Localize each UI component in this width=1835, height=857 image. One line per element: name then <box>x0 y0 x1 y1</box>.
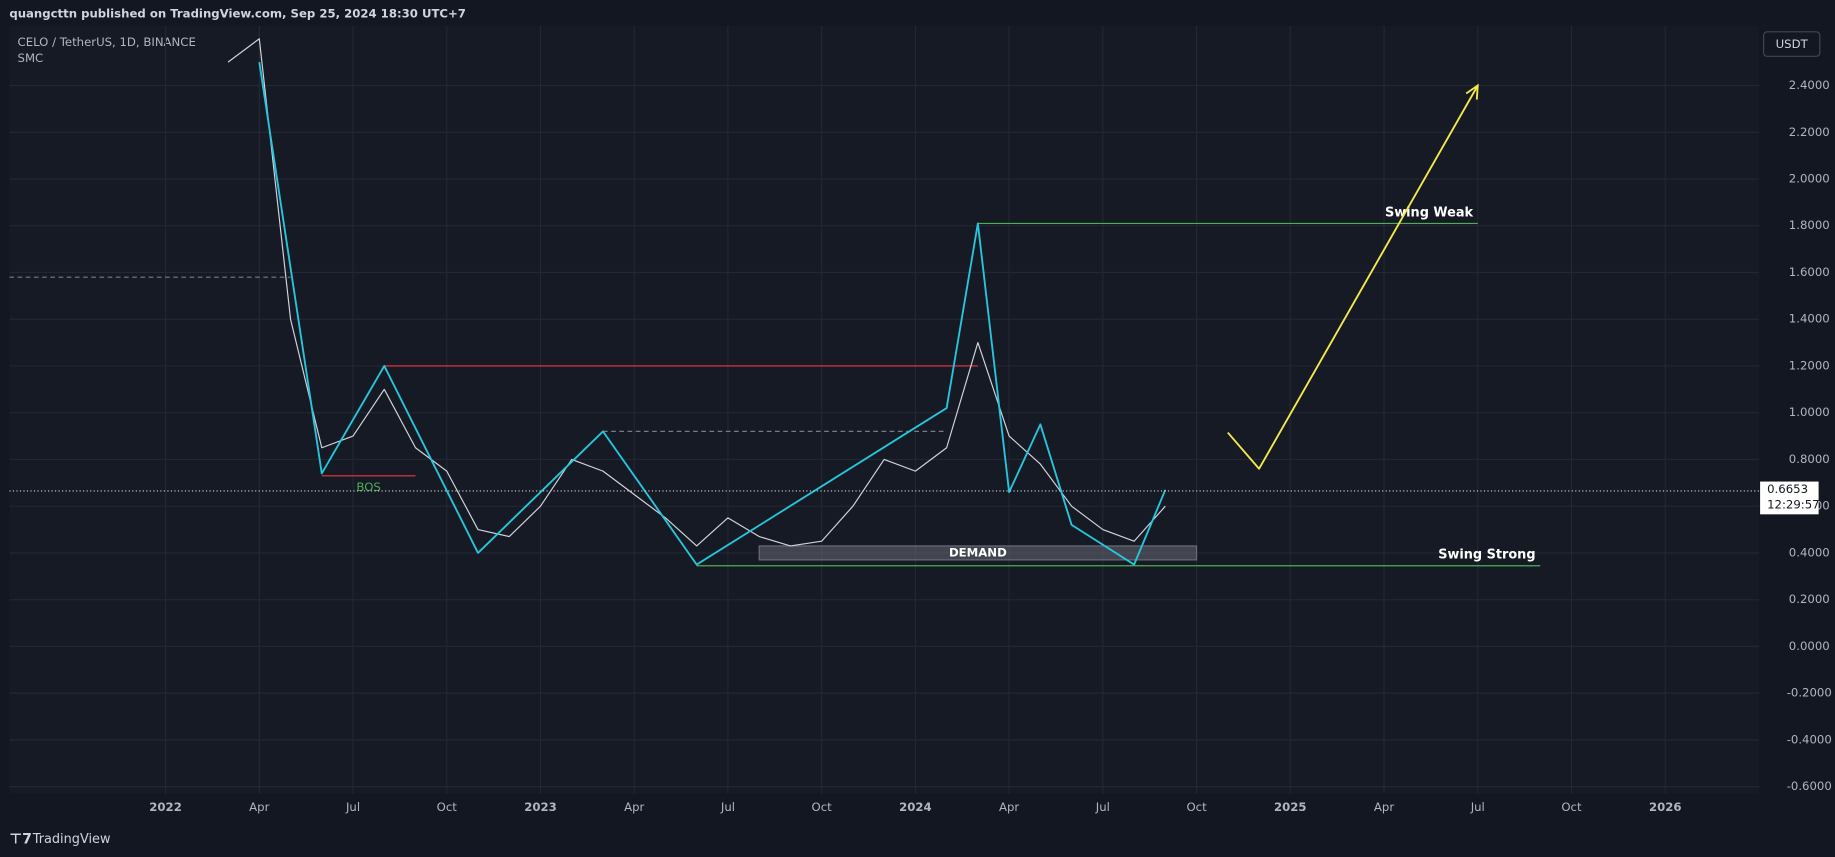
indicator: SMC <box>18 51 44 65</box>
series-line <box>1227 85 1479 470</box>
arrow-head <box>1465 83 1479 100</box>
y-tick-label: 0.0000 <box>1789 639 1830 653</box>
level-label: BOS <box>356 480 380 494</box>
x-tick-label: Jul <box>720 800 735 814</box>
x-tick-label: 2023 <box>524 800 557 814</box>
currency[interactable]: USDT <box>1776 37 1809 51</box>
x-tick-label: Apr <box>1374 800 1394 814</box>
publisher: quangcttn published on TradingView.com, … <box>9 7 466 21</box>
level-label: Swing Strong <box>1438 548 1535 563</box>
y-tick-label: 1.6000 <box>1789 265 1830 279</box>
plot: DEMAND Swing Weak Swing Strong BOS <box>9 38 1759 567</box>
y-tick-label: 2.4000 <box>1789 78 1830 92</box>
logo-text: TradingView <box>32 832 111 847</box>
x-tick-label: 2026 <box>1649 800 1682 814</box>
y-tick-label: 1.2000 <box>1789 358 1830 372</box>
x-tick-label: Oct <box>437 800 458 814</box>
x-tick-label: Apr <box>624 800 644 814</box>
x-tick-label: Oct <box>812 800 833 814</box>
y-tick-label: 0.8000 <box>1789 452 1830 466</box>
y-tick-label: -0.4000 <box>1787 732 1832 746</box>
logo-mark: ⊤7 <box>9 831 32 847</box>
x-tick-label: Jul <box>1095 800 1110 814</box>
x-tick-label: Oct <box>1561 800 1582 814</box>
last-price-box <box>1760 481 1819 515</box>
countdown: 12:29:57 <box>1767 497 1820 511</box>
x-tick-label: 2022 <box>149 800 182 814</box>
y-tick-label: 0.4000 <box>1789 545 1830 559</box>
y-tick-label: 2.2000 <box>1789 125 1830 139</box>
x-tick-label: Oct <box>1186 800 1207 814</box>
y-tick-label: 1.8000 <box>1789 218 1830 232</box>
x-tick-label: Jul <box>1470 800 1485 814</box>
level-label: Swing Weak <box>1385 205 1474 220</box>
y-tick-label: -0.6000 <box>1787 779 1832 793</box>
last-price-label: 0.6653 <box>1767 482 1808 496</box>
x-tick-label: Apr <box>249 800 269 814</box>
demand-zone <box>758 545 1198 561</box>
y-tick-label: 0.2000 <box>1789 592 1830 606</box>
x-tick-label: Jul <box>345 800 360 814</box>
y-tick-label: 1.4000 <box>1789 312 1830 326</box>
series-line <box>227 38 1166 547</box>
logo: ⊤7 TradingView <box>9 831 110 847</box>
symbol: CELO / TetherUS, 1D, BINANCE <box>18 35 196 49</box>
axes: 2.4000 2.2000 2.0000 1.8000 1.6000 1.4000 1.20… <box>149 78 1832 814</box>
x-tick-label: Apr <box>999 800 1019 814</box>
x-tick-label: 2024 <box>899 800 932 814</box>
x-tick-label: 2025 <box>1274 800 1307 814</box>
y-tick-label: -0.2000 <box>1787 686 1832 700</box>
currency-button[interactable] <box>1763 31 1821 57</box>
plot-area <box>9 25 1759 794</box>
zone-label: DEMAND <box>949 545 1007 559</box>
y-tick-label: 1.0000 <box>1789 405 1830 419</box>
series-line <box>258 62 1167 566</box>
y-tick-label: 2.0000 <box>1789 171 1830 185</box>
